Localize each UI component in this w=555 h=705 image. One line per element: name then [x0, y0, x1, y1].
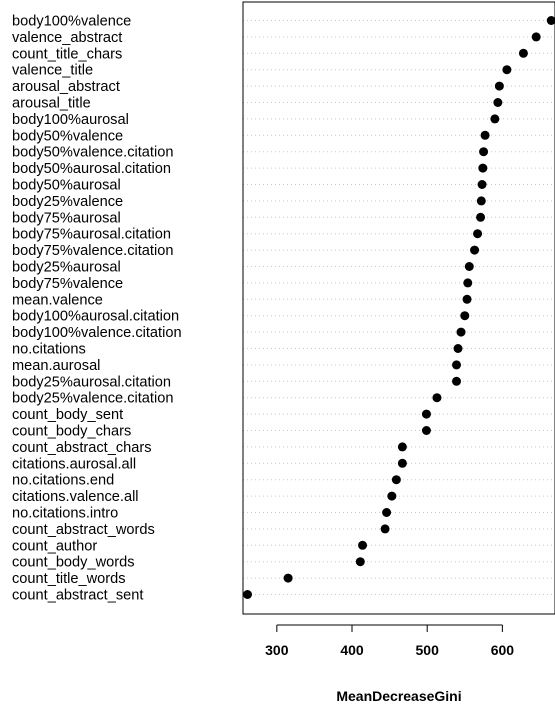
category-label: body50%aurosal [12, 178, 121, 194]
category-label: body75%aurosal [12, 210, 121, 226]
category-label: body100%valence [12, 14, 131, 30]
data-point [283, 573, 293, 583]
data-points [243, 16, 555, 599]
plot-frame [242, 1, 555, 615]
category-label: mean.valence [12, 292, 103, 308]
data-point [452, 360, 462, 370]
x-axis-title: MeanDecreaseGini [336, 688, 461, 704]
category-label: no.citations.end [12, 473, 114, 489]
category-label: count_abstract_words [12, 522, 155, 538]
x-axis: 300 400 500 600 [265, 624, 515, 658]
data-point [391, 475, 401, 485]
data-point [531, 32, 541, 42]
data-point [452, 376, 462, 386]
x-tick-label: 600 [491, 642, 515, 658]
category-label: body25%aurosal [12, 260, 121, 276]
category-label: body75%aurosal.citation [12, 227, 171, 243]
grid-lines [243, 20, 555, 595]
x-tick-label: 400 [340, 642, 364, 658]
data-point [478, 163, 488, 173]
data-point [494, 81, 504, 91]
data-point [502, 65, 512, 75]
category-label: no.citations [12, 342, 86, 358]
category-label: body50%aurosal.citation [12, 161, 171, 177]
data-point [460, 311, 470, 321]
category-label: mean.aurosal [12, 358, 100, 374]
category-label: no.citations.intro [12, 506, 118, 522]
category-label: count_body_words [12, 555, 135, 571]
data-point [432, 393, 442, 403]
category-label: arousal_abstract [12, 79, 120, 95]
data-point [358, 540, 368, 550]
category-label: valence_abstract [12, 30, 122, 46]
category-label: body75%valence [12, 276, 123, 292]
category-label: body50%valence.citation [12, 145, 173, 161]
data-point [387, 491, 397, 501]
x-tick-label: 500 [416, 642, 440, 658]
data-point [453, 344, 463, 353]
category-label: body25%valence [12, 194, 123, 210]
category-label: count_title_chars [12, 46, 122, 62]
data-point [243, 590, 253, 599]
data-point [479, 147, 489, 157]
category-label: count_body_sent [12, 407, 123, 423]
category-label: body100%valence.citation [12, 325, 182, 341]
data-point [382, 508, 392, 517]
category-label: valence_title [12, 63, 93, 79]
data-point [518, 48, 528, 58]
data-point [462, 294, 472, 304]
data-point [456, 327, 466, 337]
category-label: body75%valence.citation [12, 243, 173, 259]
category-labels: body100%valencevalence_abstractcount_tit… [12, 14, 182, 604]
data-point [477, 180, 487, 189]
data-point [476, 196, 486, 206]
data-point [493, 98, 503, 107]
category-label: body100%aurosal.citation [12, 309, 179, 325]
category-label: count_author [12, 538, 97, 554]
data-point [490, 114, 500, 124]
category-label: count_abstract_chars [12, 440, 152, 456]
x-tick-label: 300 [265, 642, 289, 658]
data-point [421, 426, 431, 435]
category-label: body50%valence [12, 128, 123, 144]
data-point [546, 16, 555, 25]
data-point [480, 130, 490, 140]
data-point [473, 229, 483, 239]
data-point [476, 212, 486, 222]
category-label: body100%aurosal [12, 112, 129, 128]
data-point [421, 409, 431, 419]
data-point [464, 262, 474, 271]
data-point [397, 458, 407, 468]
data-point [397, 442, 407, 452]
category-label: arousal_title [12, 96, 91, 112]
category-label: citations.aurosal.all [12, 456, 136, 472]
data-point [463, 278, 473, 288]
data-point [380, 524, 390, 534]
category-label: count_title_words [12, 571, 126, 587]
category-label: body25%aurosal.citation [12, 374, 171, 390]
category-label: count_body_chars [12, 424, 131, 440]
category-label: citations.valence.all [12, 489, 139, 505]
data-point [470, 245, 480, 255]
category-label: body25%valence.citation [12, 391, 173, 407]
data-point [355, 557, 365, 567]
category-label: count_abstract_sent [12, 588, 143, 604]
